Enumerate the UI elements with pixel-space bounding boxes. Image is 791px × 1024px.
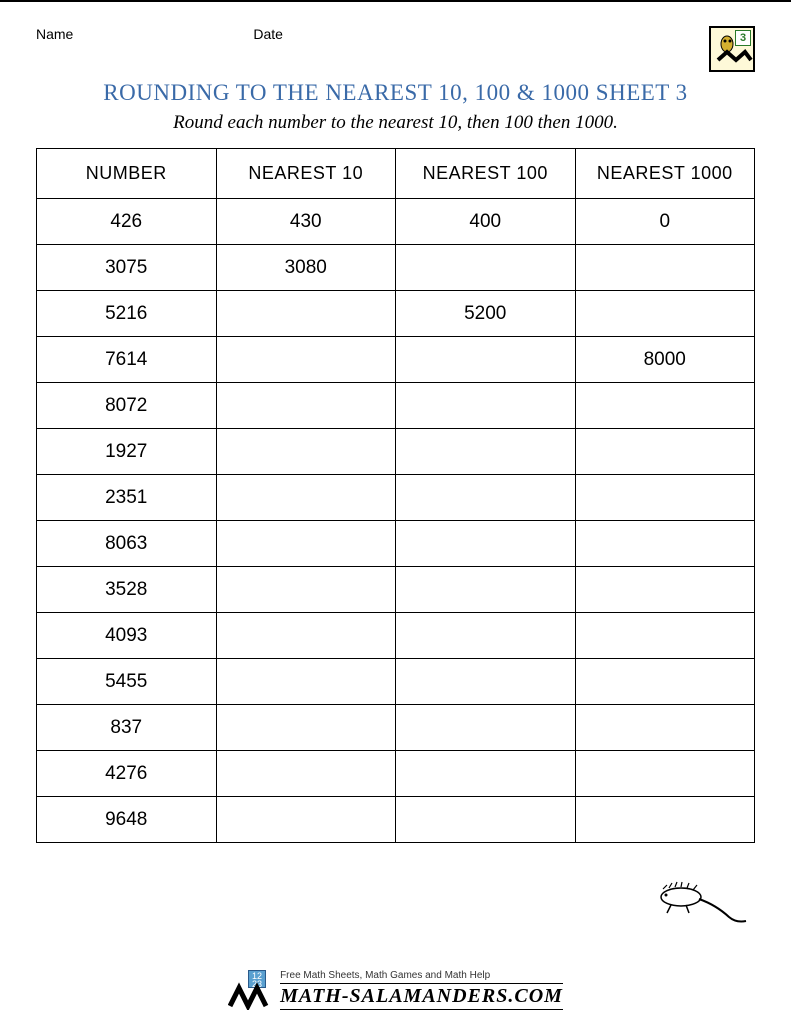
table-cell	[575, 429, 755, 475]
table-row: 3528	[37, 567, 755, 613]
table-cell	[216, 567, 396, 613]
table-cell	[396, 521, 576, 567]
table-cell	[396, 383, 576, 429]
worksheet-instructions: Round each number to the nearest 10, the…	[36, 112, 755, 134]
table-cell: 5216	[37, 291, 217, 337]
table-row: 8063	[37, 521, 755, 567]
table-cell: 5200	[396, 291, 576, 337]
table-cell: 837	[37, 705, 217, 751]
column-header: NEAREST 1000	[575, 149, 755, 199]
table-row: 7614 8000	[37, 337, 755, 383]
table-cell	[216, 475, 396, 521]
table-cell	[216, 291, 396, 337]
salamander-decoration-icon	[641, 877, 751, 932]
table-cell	[216, 751, 396, 797]
table-cell	[396, 751, 576, 797]
table-cell: 3528	[37, 567, 217, 613]
table-row: 4276	[37, 751, 755, 797]
footer-logo-icon: 1223	[228, 970, 272, 1010]
table-cell	[396, 567, 576, 613]
table-row: 2351	[37, 475, 755, 521]
table-cell: 3075	[37, 245, 217, 291]
date-label: Date	[253, 26, 283, 42]
worksheet-page: Name Date 3 ROUNDING TO THE NEAREST 10, …	[0, 0, 791, 1024]
table-cell	[216, 797, 396, 843]
table-row: 1927	[37, 429, 755, 475]
footer-text: Free Math Sheets, Math Games and Math He…	[280, 970, 563, 1010]
table-cell: 8000	[575, 337, 755, 383]
table-cell	[575, 659, 755, 705]
column-header: NEAREST 100	[396, 149, 576, 199]
table-cell	[396, 797, 576, 843]
table-cell: 426	[37, 199, 217, 245]
table-cell	[575, 475, 755, 521]
table-cell: 4276	[37, 751, 217, 797]
table-cell: 8072	[37, 383, 217, 429]
name-label: Name	[36, 26, 73, 42]
table-row: 30753080	[37, 245, 755, 291]
table-row: 8072	[37, 383, 755, 429]
table-cell	[575, 613, 755, 659]
table-cell	[396, 659, 576, 705]
worksheet-title: ROUNDING TO THE NEAREST 10, 100 & 1000 S…	[36, 80, 755, 106]
table-cell	[575, 567, 755, 613]
table-header-row: NUMBER NEAREST 10 NEAREST 100 NEAREST 10…	[37, 149, 755, 199]
rounding-table: NUMBER NEAREST 10 NEAREST 100 NEAREST 10…	[36, 148, 755, 843]
table-cell	[575, 521, 755, 567]
table-cell	[575, 291, 755, 337]
table-row: 4264304000	[37, 199, 755, 245]
table-cell	[216, 521, 396, 567]
table-row: 4093	[37, 613, 755, 659]
table-cell	[575, 383, 755, 429]
table-cell	[575, 751, 755, 797]
salamander-logo-icon: 3	[709, 26, 755, 72]
table-row: 9648	[37, 797, 755, 843]
table-cell	[396, 475, 576, 521]
table-cell: 400	[396, 199, 576, 245]
table-cell	[216, 337, 396, 383]
footer: 1223 Free Math Sheets, Math Games and Ma…	[0, 970, 791, 1010]
table-cell	[575, 705, 755, 751]
table-cell: 3080	[216, 245, 396, 291]
table-cell: 7614	[37, 337, 217, 383]
header-row: Name Date 3	[36, 26, 755, 72]
footer-site-name: MATH-SALAMANDERS.COM	[280, 983, 563, 1010]
table-cell	[396, 429, 576, 475]
table-cell	[216, 659, 396, 705]
table-cell	[575, 245, 755, 291]
table-cell	[396, 245, 576, 291]
column-header: NUMBER	[37, 149, 217, 199]
table-cell: 0	[575, 199, 755, 245]
name-date-fields: Name Date	[36, 26, 283, 42]
table-row: 5455	[37, 659, 755, 705]
footer-tagline: Free Math Sheets, Math Games and Math He…	[280, 970, 563, 981]
column-header: NEAREST 10	[216, 149, 396, 199]
table-cell: 8063	[37, 521, 217, 567]
table-cell: 2351	[37, 475, 217, 521]
table-row: 837	[37, 705, 755, 751]
table-cell	[575, 797, 755, 843]
table-cell: 1927	[37, 429, 217, 475]
table-cell: 9648	[37, 797, 217, 843]
table-cell	[396, 705, 576, 751]
table-cell	[216, 705, 396, 751]
table-cell	[216, 383, 396, 429]
table-cell: 5455	[37, 659, 217, 705]
table-row: 5216 5200	[37, 291, 755, 337]
table-cell: 4093	[37, 613, 217, 659]
table-cell	[396, 337, 576, 383]
table-cell: 430	[216, 199, 396, 245]
table-cell	[216, 429, 396, 475]
table-cell	[216, 613, 396, 659]
table-cell	[396, 613, 576, 659]
